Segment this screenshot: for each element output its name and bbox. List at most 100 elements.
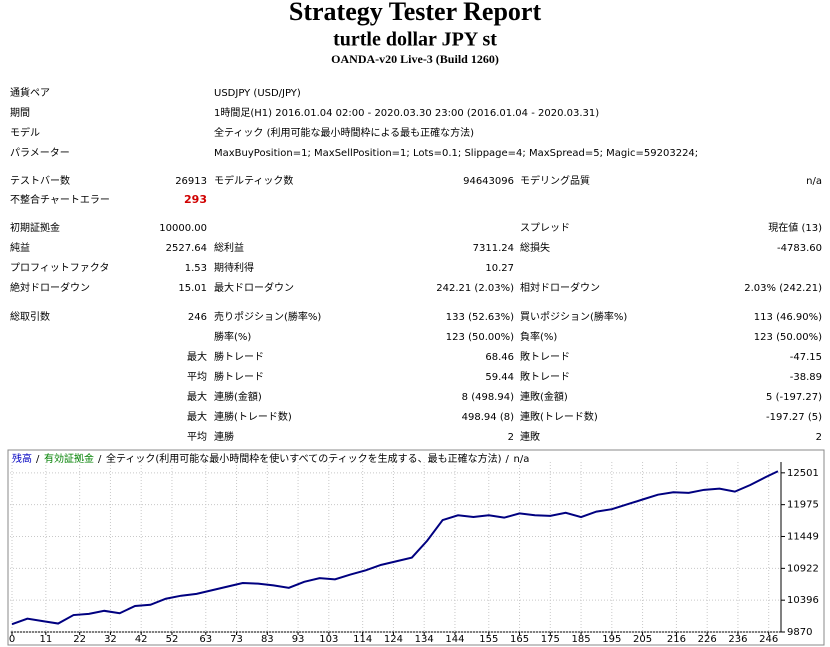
- y-tick-label: 11975: [787, 500, 819, 511]
- table-cell: 7311.24: [473, 243, 514, 254]
- table-cell: 15.01: [178, 283, 207, 294]
- table-cell: 敗トレード: [520, 370, 570, 383]
- table-cell: 2: [508, 432, 514, 443]
- x-tick-label: 83: [261, 634, 274, 645]
- table-cell: -38.89: [790, 372, 822, 383]
- table-cell: -47.15: [790, 352, 822, 363]
- x-tick-label: 155: [479, 634, 498, 645]
- table-cell: 連勝(トレード数): [214, 410, 292, 423]
- table-cell: テストバー数: [10, 174, 70, 187]
- table-cell: 最大: [187, 410, 207, 423]
- legend-entry: 有効証拠金: [44, 452, 94, 465]
- table-cell: -197.27 (5): [766, 412, 822, 423]
- x-tick-label: 42: [135, 634, 148, 645]
- table-cell: 10.27: [485, 263, 514, 274]
- table-cell: 純益: [10, 241, 30, 254]
- table-cell: 123 (50.00%): [754, 332, 822, 343]
- x-tick-label: 165: [510, 634, 529, 645]
- table-cell: 不整合チャートエラー: [10, 193, 110, 206]
- table-cell: スプレッド: [520, 222, 570, 234]
- table-cell: 平均: [187, 431, 207, 443]
- x-tick-label: 205: [633, 634, 652, 645]
- x-tick-label: 22: [73, 634, 86, 645]
- table-cell: n/a: [806, 176, 822, 187]
- table-cell: 最大ドローダウン: [214, 281, 294, 294]
- table-cell: 59.44: [485, 372, 514, 383]
- table-cell: 5 (-197.27): [766, 392, 822, 403]
- table-cell: 113 (46.90%): [754, 312, 822, 323]
- legend-separator: /: [506, 454, 510, 465]
- server: OANDA-v20 Live-3 (Build 1260): [331, 52, 499, 66]
- x-tick-label: 216: [667, 634, 686, 645]
- table-cell: 133 (52.63%): [446, 312, 514, 323]
- table-cell: モデリング品質: [520, 174, 590, 187]
- x-tick-label: 0: [9, 634, 15, 645]
- table-cell: 連敗: [520, 430, 540, 443]
- x-tick-label: 73: [230, 634, 243, 645]
- table-cell: 相対ドローダウン: [520, 281, 600, 294]
- table-cell: 勝トレード: [214, 370, 264, 383]
- table-cell: 連敗(トレード数): [520, 410, 598, 423]
- x-tick-label: 124: [384, 634, 403, 645]
- y-tick-label: 10922: [787, 563, 819, 574]
- y-tick-label: 11449: [787, 531, 819, 542]
- table-cell: モデルティック数: [214, 174, 293, 187]
- table-cell: -4783.60: [777, 243, 822, 254]
- legend-separator: /: [36, 454, 40, 465]
- table-cell: 期間: [10, 107, 30, 119]
- y-tick-label: 10396: [787, 595, 819, 606]
- table-cell: 2.03% (242.21): [744, 283, 822, 294]
- table-cell: 2527.64: [166, 243, 207, 254]
- x-tick-label: 175: [541, 634, 560, 645]
- table-cell: 負率(%): [520, 330, 557, 343]
- table-cell: 1時間足(H1) 2016.01.04 02:00 - 2020.03.30 2…: [214, 107, 599, 119]
- x-tick-label: 103: [319, 634, 338, 645]
- table-cell: 全ティック (利用可能な最小時間枠による最も正確な方法): [214, 126, 474, 139]
- table-cell: 買いポジション(勝率%): [520, 310, 627, 323]
- table-cell: 498.94 (8): [462, 412, 514, 423]
- y-tick-label: 12501: [787, 468, 819, 479]
- table-cell: 通貨ペア: [10, 86, 50, 99]
- x-tick-label: 144: [445, 634, 464, 645]
- title: Strategy Tester Report: [289, 0, 542, 26]
- x-tick-label: 63: [199, 634, 212, 645]
- table-cell: 総損失: [520, 241, 550, 254]
- x-tick-label: 195: [602, 634, 621, 645]
- table-cell: 123 (50.00%): [446, 332, 514, 343]
- legend-entry: 残高: [12, 452, 32, 465]
- balance-line: [11, 470, 779, 626]
- table-cell: 68.46: [485, 352, 514, 363]
- table-cell: 勝率(%): [214, 330, 251, 343]
- table-cell: 246: [188, 312, 207, 323]
- table-cell: MaxBuyPosition=1; MaxSellPosition=1; Lot…: [214, 148, 698, 159]
- x-tick-label: 114: [353, 634, 372, 645]
- table-cell: 総利益: [214, 241, 244, 254]
- legend-separator: /: [98, 454, 102, 465]
- legend-entry: 全ティック(利用可能な最小時間枠を使いすべてのティックを生成する、最も正確な方法…: [106, 452, 502, 465]
- x-tick-label: 236: [728, 634, 747, 645]
- table-cell: 総取引数: [10, 310, 50, 323]
- table-cell: パラメーター: [10, 147, 70, 159]
- table-cell: 期待利得: [214, 261, 254, 274]
- table-cell: 2: [816, 432, 822, 443]
- table-cell: 敗トレード: [520, 350, 570, 363]
- table-cell: 連敗(金額): [520, 390, 568, 403]
- table-cell: 初期証拠金: [10, 221, 60, 234]
- x-tick-label: 52: [166, 634, 179, 645]
- x-tick-label: 226: [698, 634, 717, 645]
- table-cell: 平均: [187, 371, 207, 383]
- x-tick-label: 185: [572, 634, 591, 645]
- table-cell: 最大: [187, 350, 207, 363]
- table-cell: 8 (498.94): [462, 392, 514, 403]
- table-cell: 293: [184, 193, 207, 206]
- x-tick-label: 32: [104, 634, 117, 645]
- table-cell: 売りポジション(勝率%): [214, 310, 321, 323]
- table-cell: 242.21 (2.03%): [436, 283, 514, 294]
- table-cell: USDJPY (USD/JPY): [214, 88, 301, 99]
- table-cell: 最大: [187, 390, 207, 403]
- table-cell: 現在値 (13): [768, 221, 822, 234]
- subtitle: turtle dollar JPY st: [333, 29, 497, 51]
- x-tick-label: 134: [415, 634, 434, 645]
- y-tick-label: 9870: [787, 627, 812, 638]
